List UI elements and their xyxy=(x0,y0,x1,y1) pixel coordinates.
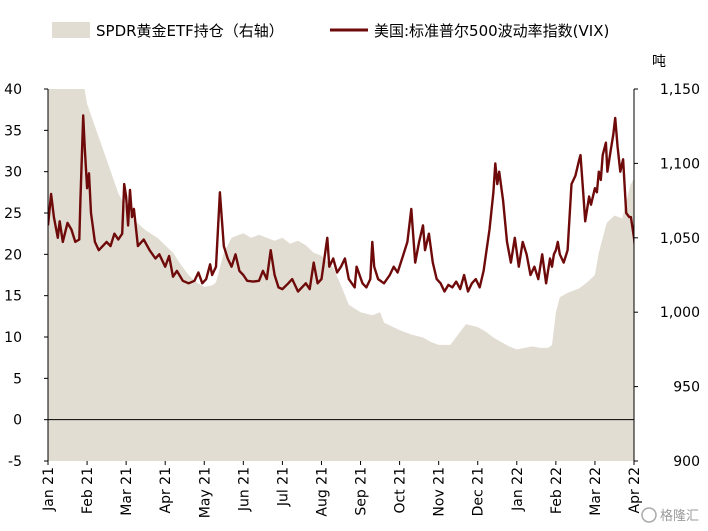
left-tick-label: 0 xyxy=(13,413,22,429)
right-axis-unit: 吨 xyxy=(652,54,666,70)
x-tick-label: Jan 22 xyxy=(510,467,526,512)
x-tick-label: Mar 21 xyxy=(119,467,135,516)
left-tick-label: 30 xyxy=(4,165,22,181)
watermark-text: 格隆汇 xyxy=(660,508,699,524)
right-tick-label: 1,100 xyxy=(660,156,700,172)
x-tick-label: Jan 21 xyxy=(41,467,57,512)
left-tick-label: 25 xyxy=(4,206,22,222)
x-tick-label: Dec 21 xyxy=(471,467,487,516)
x-tick-label: Mar 22 xyxy=(588,467,604,516)
plot-area xyxy=(48,89,634,461)
watermark: 格隆汇 xyxy=(641,507,699,524)
right-tick-label: 1,050 xyxy=(660,231,700,247)
x-tick-label: Jun 21 xyxy=(236,467,252,512)
x-tick-label: Jul 21 xyxy=(275,467,291,507)
right-axis-ticks: 900 950 1,000 1,050 1,100 1,150 xyxy=(634,82,700,470)
right-tick-label: 1,000 xyxy=(660,305,700,321)
x-tick-label: Oct 21 xyxy=(393,467,409,513)
series-line-vix xyxy=(48,114,634,293)
legend: SPDR黄金ETF持仓（右轴） 美国:标准普尔500波动率指数(VIX) xyxy=(52,22,609,40)
left-tick-label: -5 xyxy=(8,454,22,470)
x-tick-label: Apr 21 xyxy=(158,467,174,513)
x-tick-label: Feb 21 xyxy=(80,467,96,514)
legend-label-area: SPDR黄金ETF持仓（右轴） xyxy=(96,22,284,40)
x-tick-label: Aug 21 xyxy=(314,467,330,517)
series-area-spdr-holdings xyxy=(48,89,634,461)
x-tick-label: Sep 21 xyxy=(354,467,370,516)
left-tick-label: 15 xyxy=(4,289,22,305)
x-tick-label: Nov 21 xyxy=(432,467,448,517)
legend-label-line: 美国:标准普尔500波动率指数(VIX) xyxy=(374,22,609,40)
x-tick-label: May 21 xyxy=(197,467,213,518)
x-tick-label: Apr 22 xyxy=(627,467,643,513)
left-tick-label: 35 xyxy=(4,123,22,139)
left-axis-ticks: -5 0 5 10 15 20 25 30 35 40 xyxy=(4,82,48,470)
right-tick-label: 950 xyxy=(673,380,700,396)
right-tick-label: 900 xyxy=(673,454,700,470)
left-tick-label: 5 xyxy=(13,371,22,387)
x-axis-ticks: Jan 21 Feb 21 Mar 21 Apr 21 May 21 Jun 21 Jul … xyxy=(41,461,643,518)
legend-swatch-area xyxy=(52,22,90,38)
left-tick-label: 20 xyxy=(4,247,22,263)
right-tick-label: 1,150 xyxy=(660,82,700,98)
left-tick-label: 10 xyxy=(4,330,22,346)
watermark-logo-icon xyxy=(641,507,657,523)
x-tick-label: Feb 22 xyxy=(549,467,565,514)
left-tick-label: 40 xyxy=(4,82,22,98)
